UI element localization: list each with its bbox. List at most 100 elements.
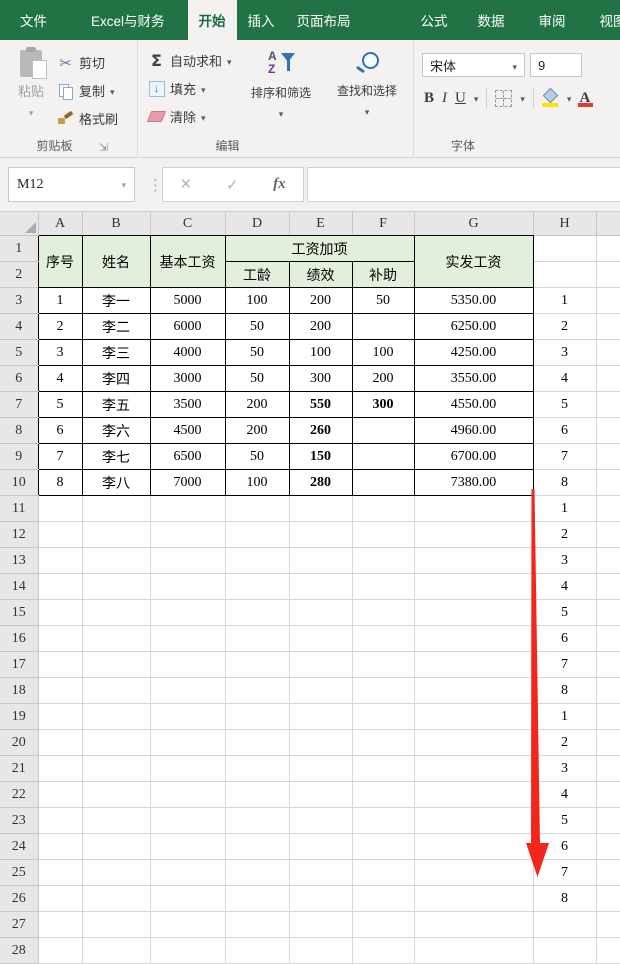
cell-H11[interactable]: 1 xyxy=(533,495,597,522)
cell-D3[interactable]: 100 xyxy=(224,287,290,314)
cell-F27[interactable] xyxy=(352,911,415,938)
cell-D8[interactable]: 200 xyxy=(224,417,290,444)
tab-插入[interactable]: 插入 xyxy=(247,14,275,29)
cell-B18[interactable] xyxy=(82,677,151,704)
cell[interactable] xyxy=(596,651,620,678)
row-header-7[interactable]: 7 xyxy=(0,391,39,418)
clear-button[interactable]: 清除 xyxy=(146,107,232,126)
cell-H2[interactable] xyxy=(533,261,597,288)
cell-F8[interactable] xyxy=(351,417,415,444)
chevron-down-icon[interactable] xyxy=(567,89,572,107)
cell-B8[interactable]: 李六 xyxy=(81,417,151,444)
cell-A19[interactable] xyxy=(38,703,83,730)
cell-C3[interactable]: 5000 xyxy=(149,287,226,314)
cell-B15[interactable] xyxy=(82,599,151,626)
cell-H9[interactable]: 7 xyxy=(533,443,597,470)
cell-E19[interactable] xyxy=(289,703,353,730)
cell[interactable] xyxy=(596,859,620,886)
cell-G13[interactable] xyxy=(414,547,534,574)
cell[interactable] xyxy=(596,677,620,704)
row-header-20[interactable]: 20 xyxy=(0,729,39,756)
cell-B25[interactable] xyxy=(82,859,151,886)
cell[interactable] xyxy=(596,313,620,340)
cell-B12[interactable] xyxy=(82,521,151,548)
row-header-17[interactable]: 17 xyxy=(0,651,39,678)
cell-F6[interactable]: 200 xyxy=(351,365,415,392)
cell-H19[interactable]: 1 xyxy=(533,703,597,730)
cell-H14[interactable]: 4 xyxy=(533,573,597,600)
cell-D6[interactable]: 50 xyxy=(224,365,290,392)
cell-D11[interactable] xyxy=(225,495,290,522)
cell-C9[interactable]: 6500 xyxy=(149,443,226,470)
cell-B17[interactable] xyxy=(82,651,151,678)
col-header-A[interactable]: A xyxy=(38,212,83,236)
cell-C11[interactable] xyxy=(150,495,226,522)
cell-G11[interactable] xyxy=(414,495,534,522)
cell-H25[interactable]: 7 xyxy=(533,859,597,886)
select-all-corner[interactable] xyxy=(0,212,39,236)
cell-D15[interactable] xyxy=(225,599,290,626)
row-header-23[interactable]: 23 xyxy=(0,807,39,834)
cell-B16[interactable] xyxy=(82,625,151,652)
cell-B23[interactable] xyxy=(82,807,151,834)
cell-E4[interactable]: 200 xyxy=(288,313,353,340)
cell-G14[interactable] xyxy=(414,573,534,600)
cell-B19[interactable] xyxy=(82,703,151,730)
cell-G15[interactable] xyxy=(414,599,534,626)
cell-F14[interactable] xyxy=(352,573,415,600)
row-header-1[interactable]: 1 xyxy=(0,235,39,262)
cell-E17[interactable] xyxy=(289,651,353,678)
cell-G5[interactable]: 4250.00 xyxy=(413,339,534,366)
cell-B6[interactable]: 李四 xyxy=(81,365,151,392)
cell-B13[interactable] xyxy=(82,547,151,574)
cell-C26[interactable] xyxy=(150,885,226,912)
cell-B20[interactable] xyxy=(82,729,151,756)
col-header-partial[interactable] xyxy=(596,212,620,236)
cell[interactable] xyxy=(596,937,620,964)
row-header-12[interactable]: 12 xyxy=(0,521,39,548)
cell-G3[interactable]: 5350.00 xyxy=(413,287,534,314)
row-header-11[interactable]: 11 xyxy=(0,495,39,522)
cell-E27[interactable] xyxy=(289,911,353,938)
cell-E14[interactable] xyxy=(289,573,353,600)
cell-B4[interactable]: 李二 xyxy=(81,313,151,340)
cell-C14[interactable] xyxy=(150,573,226,600)
cell-A15[interactable] xyxy=(38,599,83,626)
cell-H21[interactable]: 3 xyxy=(533,755,597,782)
cell-G6[interactable]: 3550.00 xyxy=(413,365,534,392)
enter-icon[interactable]: ✓ xyxy=(226,176,239,194)
tab-Excel与财务[interactable]: Excel与财务 xyxy=(91,14,165,29)
cell-B14[interactable] xyxy=(82,573,151,600)
cell-A12[interactable] xyxy=(38,521,83,548)
cell-H15[interactable]: 5 xyxy=(533,599,597,626)
cell-B5[interactable]: 李三 xyxy=(81,339,151,366)
cell-A1[interactable]: 序号 xyxy=(37,235,83,288)
cell-F11[interactable] xyxy=(352,495,415,522)
cell[interactable] xyxy=(596,339,620,366)
cell-F25[interactable] xyxy=(352,859,415,886)
fx-icon[interactable]: fx xyxy=(273,176,286,192)
row-header-6[interactable]: 6 xyxy=(0,365,39,392)
cell-H3[interactable]: 1 xyxy=(533,287,597,314)
cell-H18[interactable]: 8 xyxy=(533,677,597,704)
cell-D24[interactable] xyxy=(225,833,290,860)
cell-E16[interactable] xyxy=(289,625,353,652)
cell-G16[interactable] xyxy=(414,625,534,652)
cell-E12[interactable] xyxy=(289,521,353,548)
tab-文件[interactable]: 文件 xyxy=(20,14,47,29)
cell-D14[interactable] xyxy=(225,573,290,600)
cell-G25[interactable] xyxy=(414,859,534,886)
row-header-15[interactable]: 15 xyxy=(0,599,39,626)
cell-D4[interactable]: 50 xyxy=(224,313,290,340)
cell-A9[interactable]: 7 xyxy=(37,443,83,470)
cell-E15[interactable] xyxy=(289,599,353,626)
cell-A4[interactable]: 2 xyxy=(37,313,83,340)
cell-A21[interactable] xyxy=(38,755,83,782)
cell-G1[interactable]: 实发工资 xyxy=(413,235,534,288)
cell-D5[interactable]: 50 xyxy=(224,339,290,366)
cell-H22[interactable]: 4 xyxy=(533,781,597,808)
cell-F15[interactable] xyxy=(352,599,415,626)
cell-E22[interactable] xyxy=(289,781,353,808)
cell-C20[interactable] xyxy=(150,729,226,756)
cell-A7[interactable]: 5 xyxy=(37,391,83,418)
